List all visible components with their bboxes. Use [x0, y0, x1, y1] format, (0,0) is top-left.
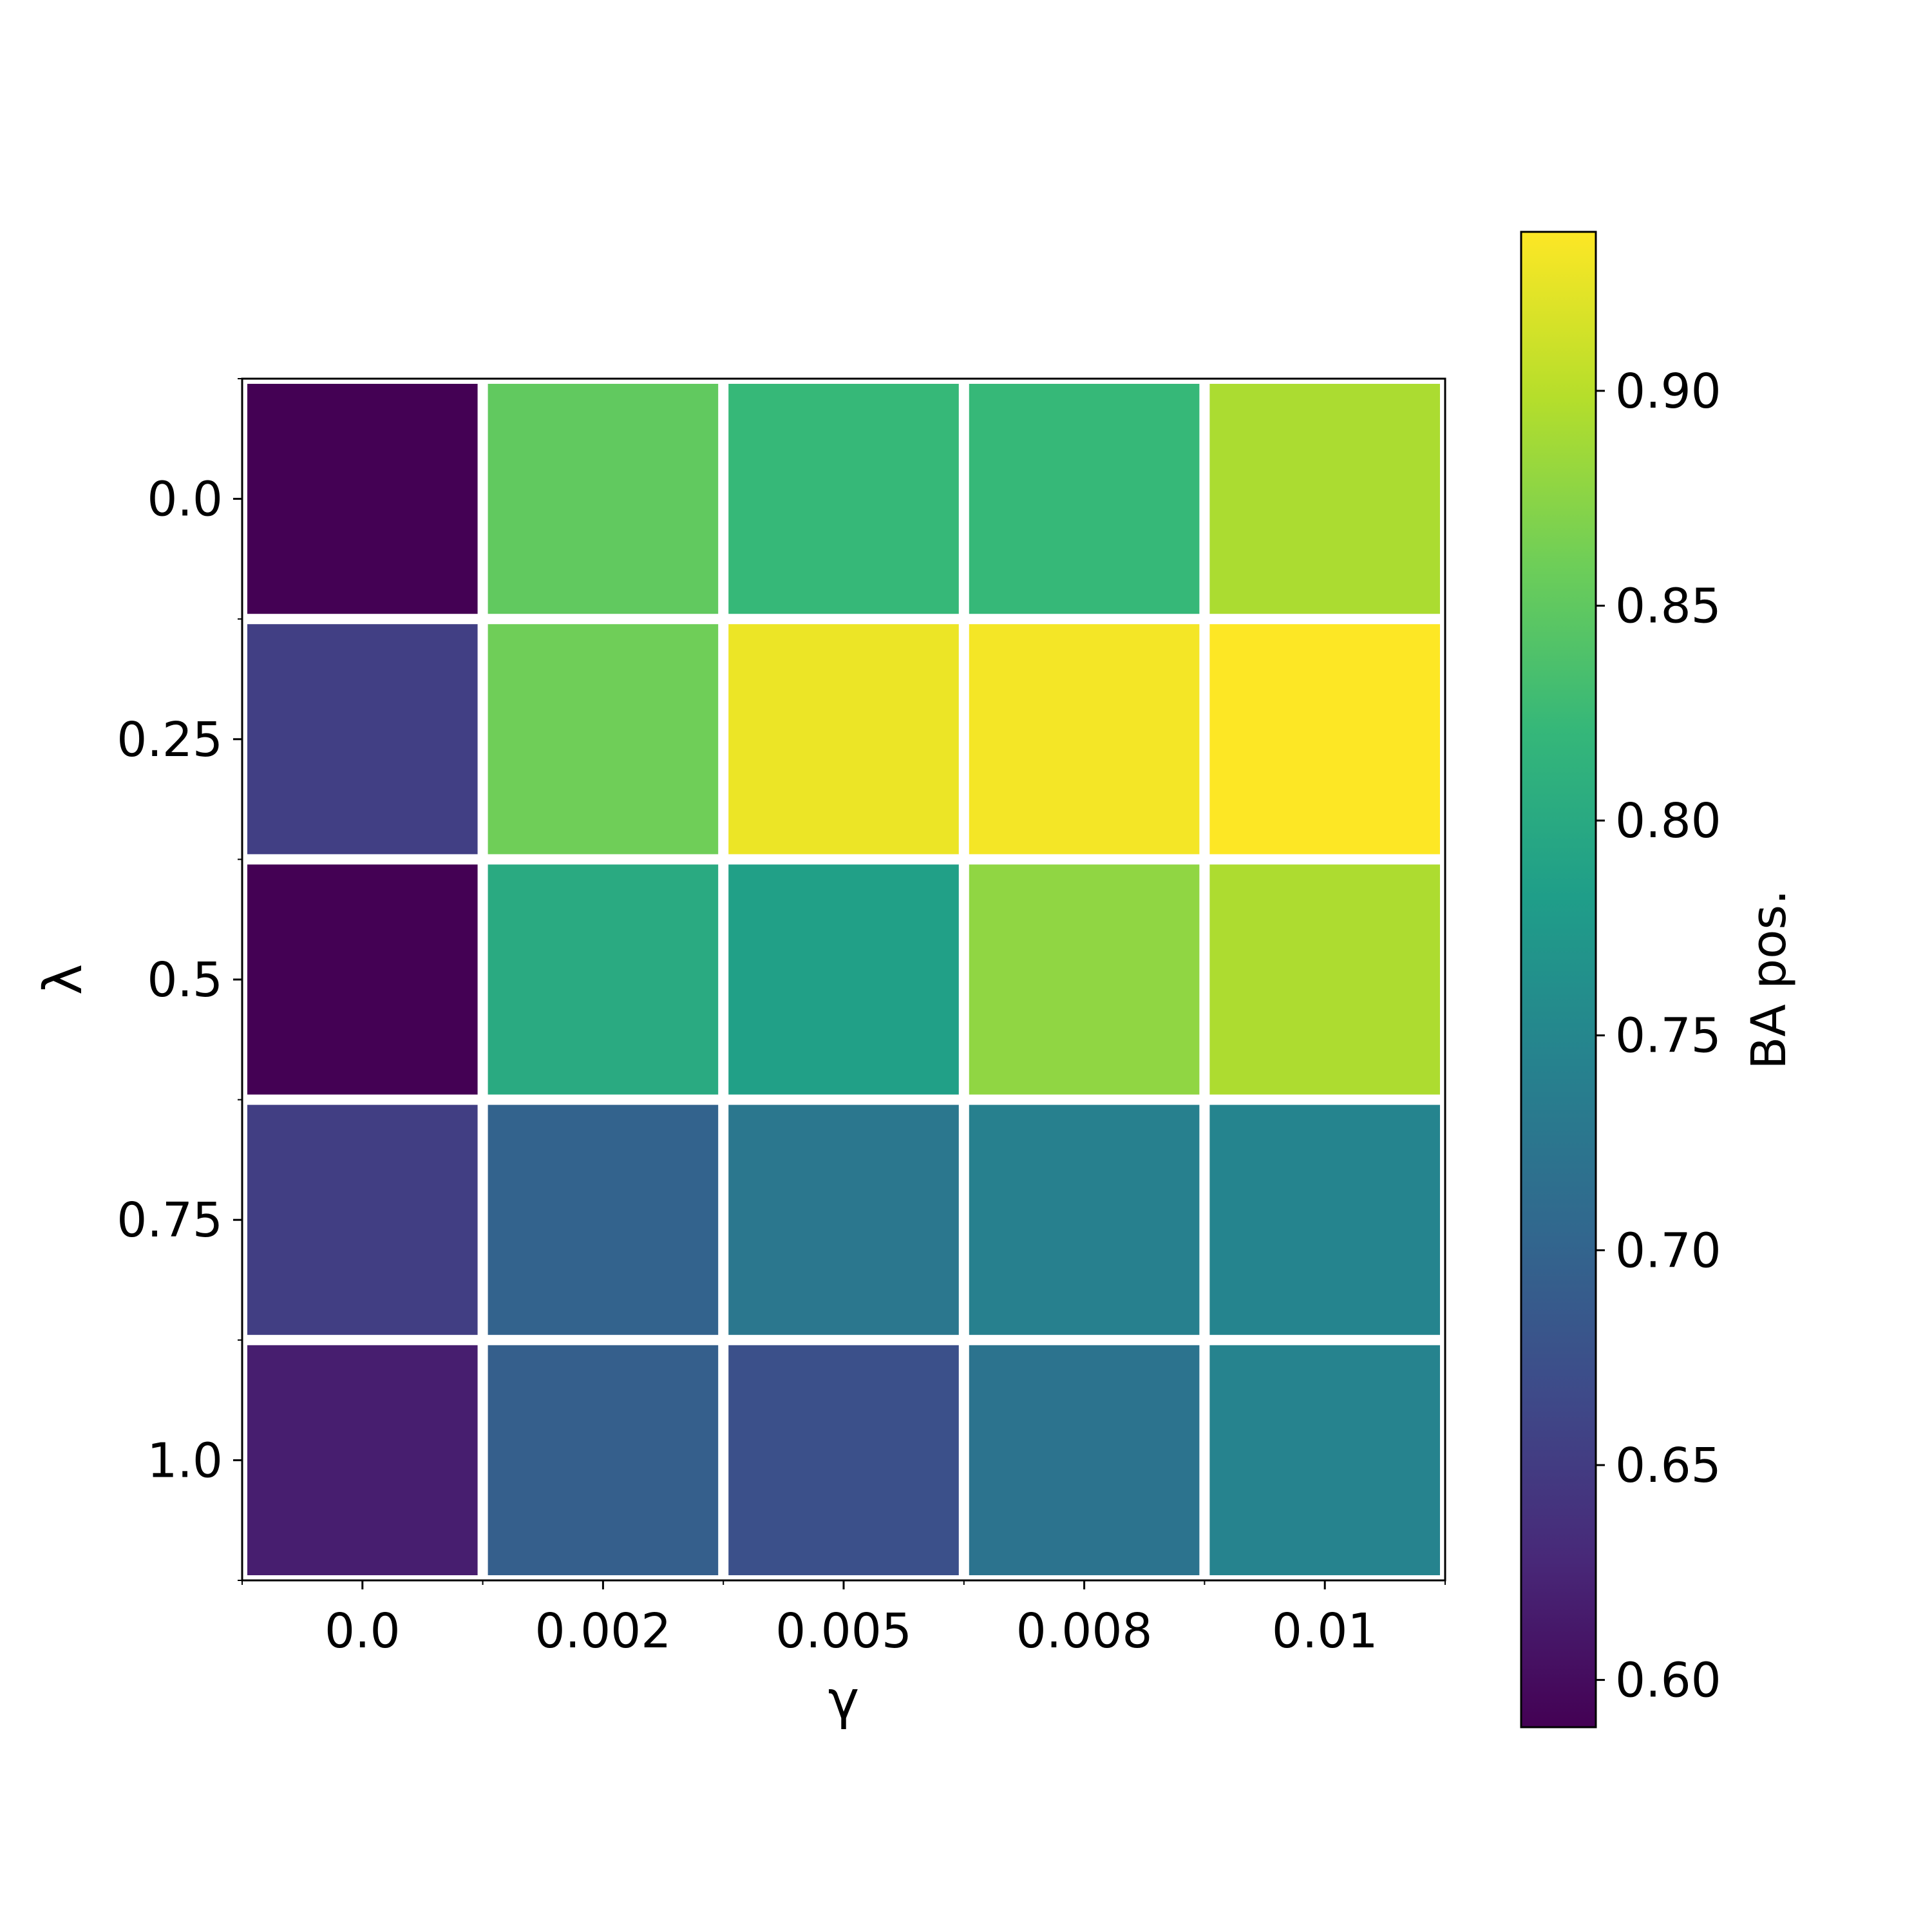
heatmap-cell [247, 624, 478, 855]
heatmap-cell [488, 864, 719, 1095]
x-axis-label: γ [828, 1670, 860, 1731]
colorbar-tick-label: 0.75 [1615, 1009, 1721, 1064]
heatmap-cell [488, 384, 719, 614]
y-tick-label: 1.0 [147, 1433, 223, 1488]
heatmap-cell [247, 864, 478, 1095]
heatmap-cell [728, 864, 959, 1095]
colorbar-tick-label: 0.60 [1615, 1653, 1721, 1709]
colorbar: 0.60 0.65 0.70 0.75 0.80 0.85 0.90 BA pos. [1520, 231, 1797, 1728]
y-tick-label: 0.0 [147, 472, 223, 527]
heatmap-cell [969, 1345, 1200, 1575]
y-tick-label: 0.5 [147, 952, 223, 1008]
colorbar-tick-label: 0.65 [1615, 1438, 1721, 1493]
heatmap-cell [969, 864, 1200, 1095]
x-tick-label: 0.01 [1272, 1604, 1378, 1659]
heatmap-cell [1209, 864, 1440, 1095]
heatmap-cell [969, 1104, 1200, 1335]
colorbar-tick-label: 0.85 [1615, 579, 1721, 634]
heatmap-cell [247, 1345, 478, 1575]
heatmap-cell [969, 624, 1200, 855]
colorbar-ticks: 0.60 0.65 0.70 0.75 0.80 0.85 0.90 [1596, 364, 1721, 1709]
colorbar-tick-label: 0.90 [1615, 364, 1721, 419]
heatmap-cell [728, 384, 959, 614]
heatmap-cell [247, 384, 478, 614]
x-tick-label: 0.002 [535, 1604, 671, 1659]
heatmap-cell [728, 1345, 959, 1575]
y-tick-label: 0.75 [117, 1193, 223, 1248]
x-tick-label: 0.005 [775, 1604, 912, 1659]
colorbar-label: BA pos. [1741, 889, 1797, 1069]
colorbar-tick-label: 0.80 [1615, 793, 1721, 849]
y-axis: 0.0 0.25 0.5 0.75 1.0 [117, 378, 242, 1581]
heatmap-cell [1209, 624, 1440, 855]
heatmap-cell [1209, 1104, 1440, 1335]
heatmap-cell [488, 1345, 719, 1575]
y-tick-label: 0.25 [117, 712, 223, 768]
x-axis: 0.0 0.002 0.005 0.008 0.01 [242, 1580, 1446, 1659]
colorbar-gradient [1520, 231, 1597, 1728]
heatmap-cells [247, 384, 1440, 1575]
y-axis-label: λ [33, 964, 94, 996]
heatmap-cell [728, 624, 959, 855]
x-tick-label: 0.0 [325, 1604, 401, 1659]
colorbar-tick-label: 0.70 [1615, 1223, 1721, 1278]
x-tick-label: 0.008 [1016, 1604, 1153, 1659]
heatmap-cell [1209, 1345, 1440, 1575]
heatmap-cell [969, 384, 1200, 614]
heatmap-cell [1209, 384, 1440, 614]
heatmap-cell [728, 1104, 959, 1335]
heatmap-cell [488, 624, 719, 855]
heatmap-cell [247, 1104, 478, 1335]
heatmap-cell [488, 1104, 719, 1335]
